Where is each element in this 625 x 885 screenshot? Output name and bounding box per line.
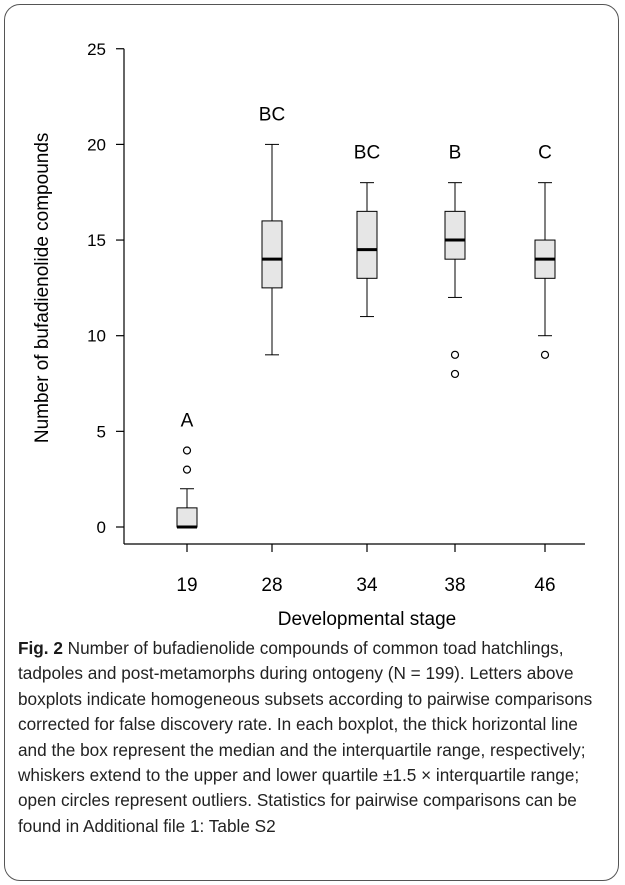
y-tick-label: 10 xyxy=(87,327,106,346)
y-axis-title: Number of bufadienolide compounds xyxy=(32,133,53,444)
y-tick-label: 0 xyxy=(97,518,106,537)
chart-labels: Developmental stage Number of bufadienoli… xyxy=(32,104,552,630)
iqr-box xyxy=(356,210,378,279)
figure-frame xyxy=(4,4,619,881)
outlier-point xyxy=(450,350,460,359)
subset-letter: A xyxy=(181,410,194,431)
x-tick-label: 19 xyxy=(176,575,197,596)
subset-letter: B xyxy=(449,143,462,164)
y-tick-label: 15 xyxy=(87,231,106,250)
iqr-box xyxy=(176,507,198,528)
caption-label: Fig. 2 xyxy=(18,638,63,658)
boxplot-chart: 0 5 10 15 20 25 19 28 34 38 46 Developmental stage… xyxy=(32,40,585,630)
y-tick-label: 25 xyxy=(87,40,106,59)
iqr-box xyxy=(444,210,466,260)
y-tick-label: 5 xyxy=(97,422,106,441)
figure-caption: Fig. 2 Number of bufadienolide compounds… xyxy=(18,636,610,839)
outlier-point xyxy=(182,465,192,474)
iqr-box xyxy=(261,220,283,289)
chart-boxes xyxy=(176,143,556,529)
subset-letter: BC xyxy=(354,143,380,164)
x-tick-label: 38 xyxy=(444,575,465,596)
outlier-point xyxy=(540,350,550,359)
y-tick-label: 20 xyxy=(87,135,106,154)
x-tick-label: 46 xyxy=(534,575,555,596)
outlier-point xyxy=(450,369,460,379)
subset-letter: BC xyxy=(259,104,285,125)
chart-axes: 0 5 10 15 20 25 19 28 34 38 46 xyxy=(87,40,585,596)
subset-letter: C xyxy=(538,143,552,164)
outlier-point xyxy=(182,446,192,455)
x-tick-label: 34 xyxy=(356,575,378,596)
x-tick-label: 28 xyxy=(261,575,282,596)
caption-text: Number of bufadienolide compounds of com… xyxy=(18,638,593,836)
x-axis-title: Developmental stage xyxy=(278,609,457,630)
